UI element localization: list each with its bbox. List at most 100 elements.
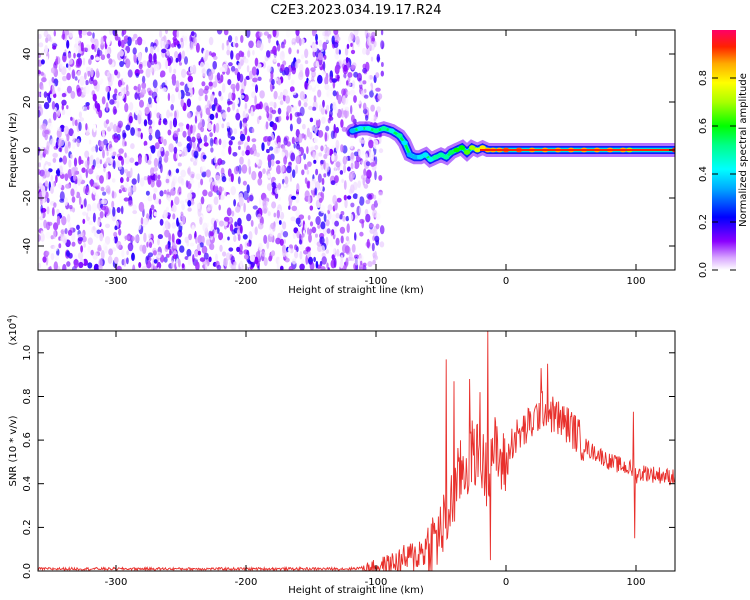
heatmap-noise-cell — [152, 193, 157, 201]
heatmap-noise-cell — [365, 48, 370, 56]
heatmap-noise-cell — [94, 56, 101, 61]
heatmap-noise-cell — [128, 115, 133, 124]
heatmap-noise-cell — [127, 186, 133, 196]
heatmap-noise-cell — [378, 175, 383, 181]
heatmap-noise-cell — [327, 204, 333, 211]
heatmap-noise-cell — [47, 221, 53, 226]
heatmap-noise-cell — [197, 244, 201, 250]
y-tick-label: 40 — [22, 48, 33, 61]
heatmap-noise-cell — [376, 56, 381, 62]
heatmap-noise-cell — [134, 92, 139, 100]
heatmap-noise-cell — [298, 245, 305, 251]
heatmap-noise-cell — [129, 157, 135, 163]
heatmap-noise-cell — [335, 212, 340, 219]
heatmap-noise-cell — [208, 36, 214, 46]
heatmap-noise-cell — [245, 30, 251, 38]
heatmap-noise-cell — [293, 143, 296, 149]
heatmap-noise-cell — [337, 94, 342, 105]
x-tick-label: -300 — [105, 577, 128, 588]
heatmap-noise-cell — [114, 173, 119, 177]
heatmap-noise-cell — [339, 214, 343, 220]
heatmap-noise-cell — [227, 79, 232, 86]
heatmap-noise-cell — [121, 129, 126, 140]
heatmap-noise-cell — [92, 251, 98, 260]
heatmap-noise-cell — [354, 232, 357, 241]
heatmap-noise-cell — [145, 30, 149, 35]
heatmap-noise-cell — [267, 34, 272, 40]
heatmap-noise-cell — [174, 51, 179, 59]
heatmap-noise-cell — [317, 223, 321, 229]
heatmap-noise-cell — [62, 52, 67, 57]
heatmap-noise-cell — [329, 87, 334, 92]
heatmap-noise-cell — [363, 183, 369, 189]
heatmap-noise-cell — [44, 180, 49, 187]
heatmap-noise-cell — [333, 30, 339, 35]
heatmap-noise-cell — [289, 113, 293, 121]
x-tick-label: -200 — [235, 276, 258, 287]
heatmap-noise-cell — [258, 242, 263, 251]
heatmap-noise-cell — [305, 246, 312, 252]
heatmap-noise-cell — [90, 146, 96, 153]
heatmap-noise-cell — [161, 36, 165, 42]
heatmap-noise-cell — [318, 152, 323, 157]
heatmap-noise-cell — [151, 263, 154, 270]
heatmap-noise-cell — [301, 54, 305, 60]
heatmap-noise-cell — [330, 103, 334, 112]
heatmap-noise-cell — [85, 84, 90, 95]
heatmap-noise-cell — [274, 187, 280, 195]
heatmap-noise-cell — [126, 177, 130, 182]
heatmap-noise-cell — [105, 223, 110, 229]
heatmap-noise-cell — [172, 244, 178, 249]
heatmap-noise-cell — [45, 231, 51, 239]
heatmap-noise-cell — [59, 61, 64, 69]
heatmap-noise-cell — [127, 200, 134, 207]
heatmap-noise-cell — [186, 98, 192, 108]
heatmap-noise-cell — [185, 40, 191, 48]
heatmap-noise-cell — [138, 69, 144, 74]
heatmap-noise-cell — [118, 155, 123, 161]
heatmap-noise-cell — [148, 128, 154, 134]
heatmap-noise-cell — [215, 139, 219, 146]
heatmap-noise-cell — [351, 171, 355, 179]
heatmap-noise-cell — [307, 215, 311, 221]
heatmap-noise-cell — [145, 190, 150, 196]
heatmap-noise-cell — [232, 86, 236, 94]
colorbar-ticks: 0.0 0.2 0.4 0.6 0.8 — [698, 70, 736, 278]
heatmap-noise-cell — [126, 250, 129, 256]
heatmap-noise-cell — [230, 173, 234, 183]
heatmap-noise-cell — [294, 244, 298, 251]
heatmap-noise-cell — [159, 147, 164, 152]
heatmap-noise-cell — [40, 90, 44, 99]
heatmap-noise-cell — [167, 92, 171, 102]
heatmap-noise-cell — [120, 177, 124, 184]
heatmap-noise-cell — [298, 239, 303, 245]
heatmap-noise-cell — [379, 225, 385, 235]
heatmap-noise-cell — [271, 78, 275, 86]
heatmap-noise-cell — [258, 115, 262, 121]
heatmap-noise-cell — [153, 265, 156, 270]
heatmap-noise-cell — [255, 68, 260, 76]
heatmap-noise-cell — [314, 145, 319, 150]
heatmap-noise-cell — [292, 44, 295, 51]
heatmap-noise-cell — [141, 39, 147, 45]
heatmap-noise-cell — [105, 36, 111, 46]
heatmap-noise-cell — [285, 95, 291, 104]
heatmap-noise-cell — [163, 209, 168, 219]
heatmap-noise-cell — [267, 154, 271, 162]
heatmap-noise-cell — [250, 219, 254, 227]
heatmap-noise-cell — [71, 140, 76, 150]
heatmap-noise-cell — [94, 100, 98, 109]
heatmap-noise-cell — [360, 139, 366, 144]
heatmap-noise-cell — [131, 65, 136, 72]
heatmap-noise-cell — [134, 234, 140, 243]
heatmap-noise-cell — [67, 229, 73, 236]
heatmap-noise-cell — [357, 180, 362, 189]
heatmap-noise-cell — [365, 161, 371, 167]
heatmap-noise-cell — [57, 138, 63, 148]
heatmap-noise-cell — [286, 105, 292, 114]
heatmap-noise-cell — [270, 222, 275, 230]
heatmap-noise-cell — [213, 220, 217, 231]
heatmap-noise-cell — [189, 179, 195, 184]
heatmap-noise-cell — [77, 57, 83, 67]
heatmap-noise-cell — [192, 254, 195, 263]
